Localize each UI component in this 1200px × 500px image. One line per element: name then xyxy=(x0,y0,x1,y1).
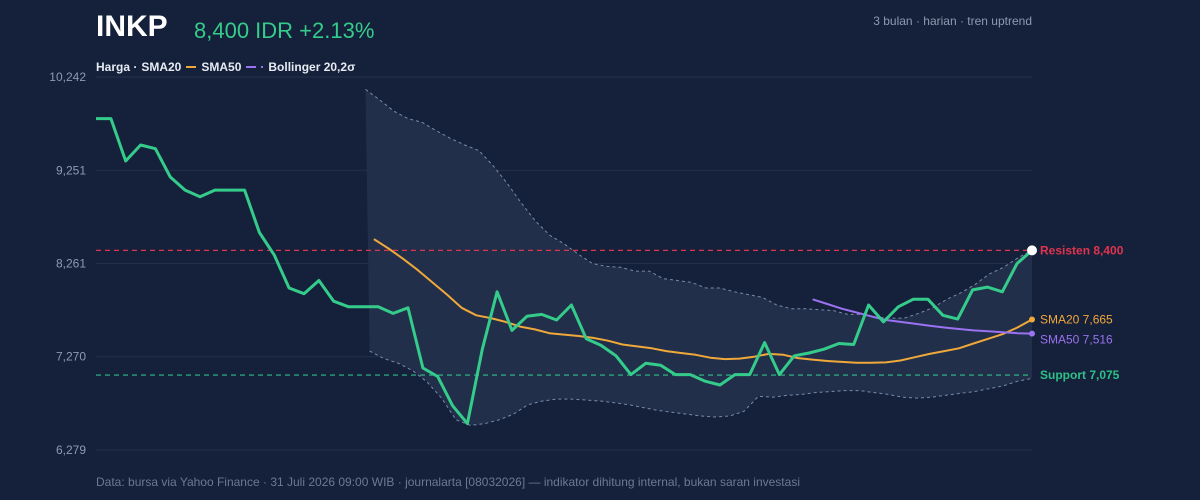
sma50-line xyxy=(812,298,1033,335)
y-tick-label: 6,279 xyxy=(56,443,86,457)
sma50-end-point xyxy=(1029,330,1035,337)
y-tick-label: 8,261 xyxy=(56,256,86,270)
y-tick-label: 7,270 xyxy=(56,350,86,364)
legend-bollinger-swatch xyxy=(261,66,264,68)
price-line xyxy=(96,117,1033,426)
support-label: Support 7,075 xyxy=(1040,368,1120,382)
level-lines xyxy=(96,249,1032,376)
legend-sma50-label: SMA50 xyxy=(201,60,242,74)
bollinger-upper-line xyxy=(365,88,1033,319)
chart-footer: Data: bursa via Yahoo Finance · 31 Juli … xyxy=(96,475,800,489)
legend-sma50-swatch xyxy=(246,66,257,68)
sma20-end-point xyxy=(1029,316,1035,323)
bollinger-lower-line xyxy=(369,350,1033,426)
sma20-line xyxy=(373,238,1033,364)
legend-price-label: Harga · xyxy=(96,60,138,74)
sma50-end-label: SMA50 7,516 xyxy=(1040,333,1113,347)
chart-labels: 10,242 9,251 8,261 7,270 6,279 Resisten 8,400… xyxy=(49,70,1123,457)
legend-bollinger-label: Bollinger 20,2σ xyxy=(268,60,356,74)
series-lines xyxy=(96,117,1037,426)
chart-legend: Harga · SMA20 SMA50 Bollinger 20,2σ xyxy=(96,60,355,74)
y-tick-label: 10,242 xyxy=(49,70,86,84)
price-end-point xyxy=(1027,245,1037,256)
legend-sma20-swatch xyxy=(186,66,197,68)
bollinger-fill xyxy=(365,89,1032,426)
ticker-symbol: INKP xyxy=(96,10,168,43)
bollinger-band xyxy=(365,88,1033,426)
sma20-end-label: SMA20 7,665 xyxy=(1040,313,1113,327)
legend-sma20-label: SMA20 xyxy=(141,60,182,74)
y-tick-label: 9,251 xyxy=(56,163,86,177)
price-quote: 8,400 IDR +2.13% xyxy=(194,18,375,43)
resistance-label: Resisten 8,400 xyxy=(1040,243,1124,257)
chart-subtitle: 3 bulan · harian · tren uptrend xyxy=(873,14,1032,28)
